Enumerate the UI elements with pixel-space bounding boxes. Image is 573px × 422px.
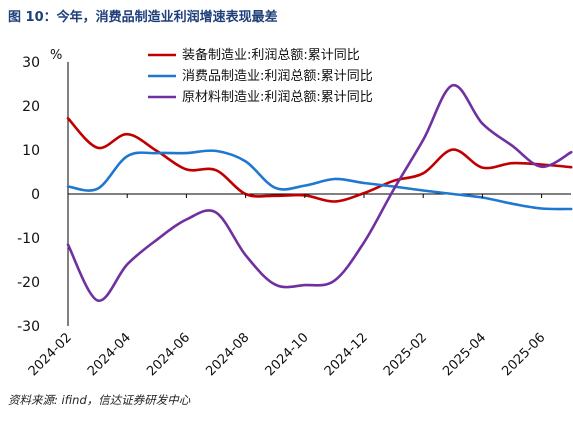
y-unit-label: % (50, 48, 62, 63)
series-line-consumer (66, 149, 573, 211)
y-tick-label: 30 (22, 55, 40, 71)
legend-label-consumer: 消费品制造业:利润总额:累计同比 (182, 69, 373, 84)
series-line-materials (66, 84, 573, 302)
y-tick-label: -10 (17, 231, 40, 247)
series-lines (66, 84, 573, 302)
series-line-equipment (66, 117, 573, 203)
x-tick-label: 2024-12 (322, 330, 371, 379)
y-tick-label: -30 (17, 319, 40, 335)
x-tick-label: 2024-02 (26, 330, 75, 379)
y-axis-ticks: -30 -20 -10 0 10 20 30 (17, 55, 40, 335)
x-tick-label: 2025-04 (440, 330, 489, 379)
x-tick-label: 2025-06 (499, 330, 548, 379)
x-tick-label: 2024-06 (144, 330, 193, 379)
x-tick-label: 2025-02 (381, 330, 430, 379)
source-note: 资料来源: ifind，信达证券研发中心 (8, 393, 191, 407)
y-tick-label: -20 (17, 275, 40, 291)
y-tick-label: 10 (22, 143, 40, 159)
y-tick-label: 20 (22, 99, 40, 115)
legend-label-materials: 原材料制造业:利润总额:累计同比 (182, 90, 373, 105)
chart-title: 图 10：今年，消费品制造业利润增速表现最差 (8, 10, 278, 25)
y-tick-label: 0 (31, 187, 40, 203)
x-tick-label: 2024-08 (203, 330, 252, 379)
x-tick-label: 2024-10 (263, 330, 312, 379)
legend: 装备制造业:利润总额:累计同比消费品制造业:利润总额:累计同比原材料制造业:利润… (148, 47, 373, 105)
x-tick-label: 2024-04 (85, 330, 134, 379)
legend-label-equipment: 装备制造业:利润总额:累计同比 (182, 47, 360, 63)
